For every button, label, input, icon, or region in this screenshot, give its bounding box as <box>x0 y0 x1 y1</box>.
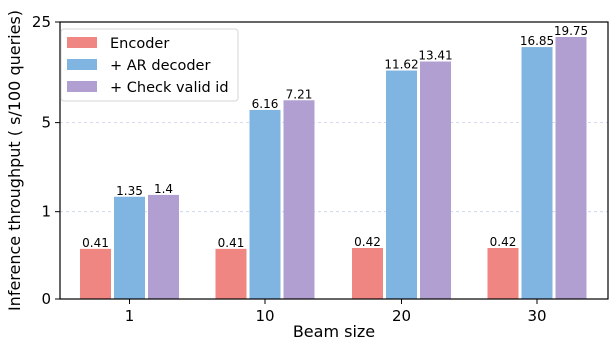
bar-value-label: 13.41 <box>418 49 452 63</box>
bar <box>352 248 383 299</box>
x-tick-label: 30 <box>527 307 546 325</box>
bar <box>215 248 247 299</box>
x-tick-label: 20 <box>392 307 411 325</box>
x-tick-label: 1 <box>125 307 135 325</box>
bar-value-label: 0.41 <box>218 236 245 250</box>
bar-value-label: 16.85 <box>520 34 554 48</box>
plot-frame <box>59 21 609 300</box>
bar-value-label: 0.42 <box>490 235 517 249</box>
legend-label: Encoder <box>110 36 169 52</box>
bar <box>148 194 179 299</box>
bar <box>114 196 145 299</box>
legend-swatch <box>67 81 97 92</box>
x-tick-label: 10 <box>255 307 274 325</box>
bar <box>80 248 111 299</box>
legend-swatch <box>67 37 97 48</box>
legend-swatch <box>67 59 97 70</box>
y-axis-ticks: 0 1 5 25 <box>32 13 60 308</box>
bar <box>555 37 587 299</box>
bar-value-label: 0.41 <box>82 236 109 250</box>
bar-value-label: 0.42 <box>354 235 381 249</box>
bar-value-label: 1.35 <box>116 184 143 198</box>
legend: Encoder + AR decoder + Check valid id <box>60 28 239 102</box>
bar <box>386 70 417 299</box>
legend-box <box>60 28 239 102</box>
bar <box>420 61 451 300</box>
bar-value-label: 7.21 <box>286 87 313 101</box>
bars <box>80 37 587 300</box>
y-axis-title: Inference throughput ( s/100 queries) <box>5 10 24 311</box>
bar-value-label: 6.16 <box>252 97 279 111</box>
legend-label: + AR decoder <box>110 58 210 74</box>
y-tick-label: 0 <box>41 290 51 308</box>
bar-value-label: 11.62 <box>384 58 418 72</box>
legend-label: + Check valid id <box>110 80 229 96</box>
x-axis-title: Beam size <box>293 322 375 341</box>
bar <box>249 109 281 299</box>
bar <box>487 248 519 299</box>
y-tick-label: 5 <box>41 114 51 132</box>
x-axis-ticks: 1 10 20 30 <box>125 299 547 325</box>
y-tick-label: 1 <box>41 203 51 221</box>
y-tick-label: 25 <box>32 13 51 31</box>
bar <box>521 47 553 300</box>
bar-value-label: 1.4 <box>154 182 173 196</box>
bar-value-label: 19.75 <box>554 24 588 38</box>
bar <box>283 100 315 300</box>
